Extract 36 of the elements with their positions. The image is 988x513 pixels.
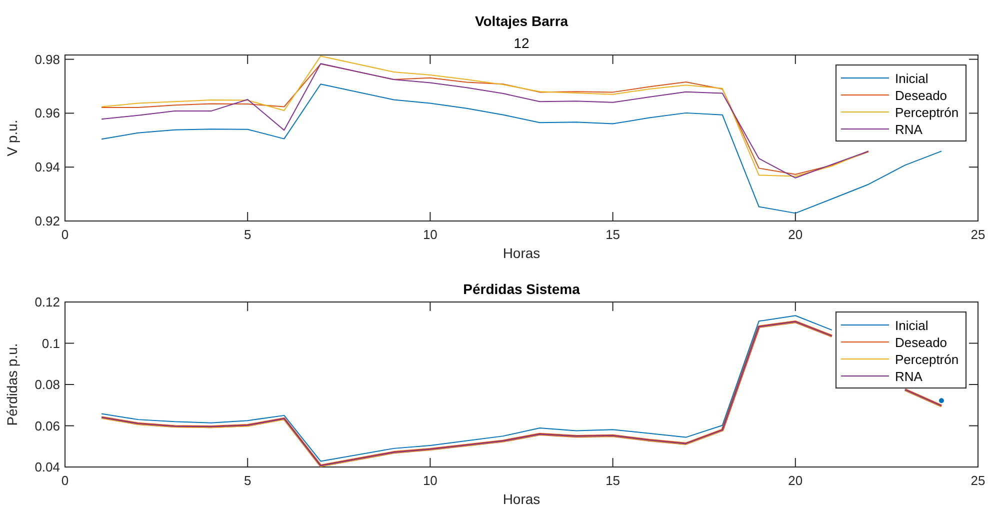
x-tick-label: 15 xyxy=(606,473,620,488)
legend-label: RNA xyxy=(895,369,923,384)
legend-label: Inicial xyxy=(895,318,928,333)
y-tick-label: 0.98 xyxy=(34,52,60,67)
x-axis-title: Horas xyxy=(502,245,540,261)
y-axis-title: Pérdidas p.u. xyxy=(4,343,20,426)
y-axis-title: V p.u. xyxy=(4,120,20,156)
x-tick-label: 5 xyxy=(244,473,252,488)
legend-label: Perceptrón xyxy=(895,352,959,367)
x-tick-label: 10 xyxy=(422,227,438,242)
y-tick-label: 0.1 xyxy=(42,336,60,351)
legend-label: Inicial xyxy=(895,71,928,86)
y-tick-label: 0.12 xyxy=(34,294,60,310)
legend-label: Perceptrón xyxy=(895,105,959,120)
legend-label: Deseado xyxy=(895,88,948,103)
x-tick-label: 0 xyxy=(61,473,69,488)
y-tick-label: 0.06 xyxy=(34,418,60,434)
chart-title: Voltajes Barra xyxy=(474,13,568,29)
x-tick-label: 20 xyxy=(788,227,803,242)
chart-subtitle: 12 xyxy=(514,35,530,51)
x-tick-label: 25 xyxy=(970,473,986,488)
x-tick-label: 10 xyxy=(422,473,438,488)
x-tick-label: 20 xyxy=(788,473,803,488)
y-tick-label: 0.96 xyxy=(34,106,60,121)
y-tick-label: 0.92 xyxy=(34,214,60,228)
x-axis-title: Horas xyxy=(502,491,540,507)
legend-label: RNA xyxy=(895,122,923,137)
x-tick-label: 25 xyxy=(970,227,986,242)
x-tick-label: 0 xyxy=(61,227,69,242)
x-tick-label: 15 xyxy=(606,227,620,242)
chart-title: Pérdidas Sistema xyxy=(463,281,580,297)
legend-label: Deseado xyxy=(895,335,948,350)
y-tick-label: 0.08 xyxy=(34,377,60,392)
x-tick-label: 5 xyxy=(244,227,252,242)
y-tick-label: 0.04 xyxy=(34,460,60,474)
y-tick-label: 0.94 xyxy=(34,160,60,175)
